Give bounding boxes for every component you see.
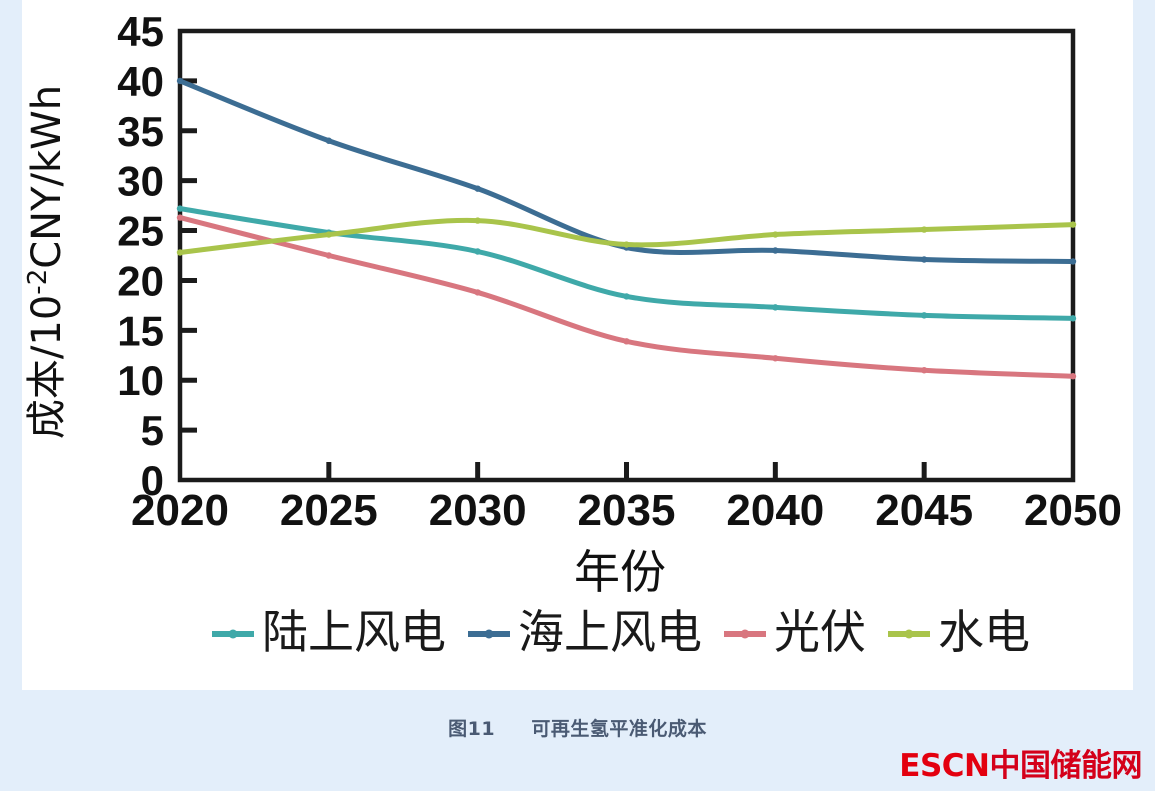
data-point-marker [1069,315,1077,322]
plot-frame [177,28,1076,483]
data-point-marker [176,214,184,221]
series-layer [176,77,1077,380]
x-tick-label: 2020 [131,486,229,535]
x-axis-ticks [326,462,927,480]
x-axis-title: 年份 [574,545,666,599]
y-tick-label: 25 [117,208,164,255]
data-point-marker [325,231,333,238]
data-point-marker [1069,373,1077,380]
legend-item-水电: 水电 [888,605,1030,659]
data-point-marker [1069,258,1077,265]
x-tick-label: 2030 [429,486,527,535]
figure-caption: 图11 可再生氢平准化成本 [0,714,1155,741]
series-陆上风电 [176,205,1077,322]
y-axis-title: 成本/10-2CNY/kWh [23,85,70,439]
y-axis-ticks [180,78,197,433]
x-tick-label: 2025 [280,486,378,535]
y-tick-label: 20 [117,257,164,304]
x-tick-label: 2040 [726,486,824,535]
x-tick-label: 2045 [875,486,973,535]
plot-border [177,28,1076,483]
data-point-marker [920,226,928,233]
figure-caption-text: 可再生氢平准化成本 [531,718,707,740]
data-point-marker [772,304,779,311]
y-axis-title-text: 成本/10-2CNY/kWh [23,85,70,439]
y-tick-label: 30 [117,158,164,205]
data-point-marker [176,77,184,85]
legend-label: 海上风电 [518,605,702,659]
legend-item-陆上风电: 陆上风电 [212,605,446,659]
chart-figure: 0 5 10 15 20 25 30 35 40 45 2020 2025 2030 2035 2040 2… [23,8,1122,659]
data-point-marker [1069,221,1077,228]
watermark: ESCN中国储能网 [899,740,1142,785]
data-point-marker [623,293,630,300]
legend-label: 水电 [938,605,1030,659]
figure-card [22,0,1133,690]
data-point-marker [325,137,333,144]
data-point-marker [474,289,481,296]
x-axis-tick-labels: 2020 2025 2030 2035 2040 2045 2050 [131,486,1122,535]
y-tick-label: 10 [117,357,164,404]
legend-item-海上风电: 海上风电 [468,605,702,659]
x-axis-title-text: 年份 [574,545,666,599]
data-point-marker [176,205,184,212]
watermark-brand: ESCN [899,748,990,784]
data-point-marker [325,252,333,259]
series-水电 [176,217,1077,256]
y-tick-label: 45 [117,8,164,55]
figure-number: 图11 [448,718,496,740]
legend-swatch-marker [228,629,238,639]
y-tick-label: 15 [117,307,164,354]
series-line [177,206,1076,321]
data-point-marker [623,338,630,345]
watermark-brand-cn: 中国储能网 [989,748,1143,784]
legend-swatch-marker [740,629,750,639]
y-tick-label: 5 [141,407,164,454]
data-point-marker [474,185,481,192]
y-tick-label: 35 [117,108,164,155]
data-point-marker [474,217,481,224]
series-光伏 [176,214,1077,380]
data-point-marker [474,248,481,255]
data-point-marker [772,355,779,362]
chart-legend: 陆上风电 海上风电 光伏 水电 [212,605,1030,659]
y-tick-label: 0 [141,457,164,504]
data-point-marker [176,249,184,256]
legend-label: 陆上风电 [262,605,446,659]
data-point-marker [920,367,928,374]
data-point-marker [920,256,928,263]
x-tick-label: 2035 [578,486,676,535]
data-point-marker [623,241,630,248]
data-point-marker [772,247,779,254]
legend-swatch-marker [904,629,914,639]
legend-label: 光伏 [774,605,866,659]
x-tick-label: 2050 [1024,486,1122,535]
legend-swatch-marker [484,629,494,639]
data-point-marker [772,231,779,238]
data-point-marker [920,312,928,319]
legend-item-光伏: 光伏 [724,605,866,659]
y-tick-label: 40 [117,58,164,105]
